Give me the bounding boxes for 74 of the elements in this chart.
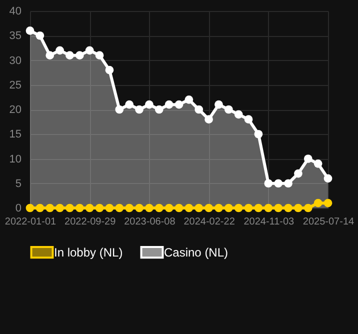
y-tick-label: 5 <box>15 178 22 190</box>
point <box>115 105 124 114</box>
point <box>95 204 104 212</box>
point <box>314 160 322 168</box>
point <box>224 204 233 212</box>
point <box>254 204 263 212</box>
x-tick-label: 2022-01-01 <box>4 216 57 228</box>
point <box>234 110 243 119</box>
point <box>75 51 84 60</box>
point <box>284 179 292 188</box>
point <box>284 204 292 212</box>
y-tick-label: 0 <box>15 202 22 214</box>
point <box>125 100 134 109</box>
point <box>154 105 164 114</box>
point <box>125 204 134 212</box>
point <box>95 51 104 60</box>
y-tick-label: 15 <box>9 128 22 141</box>
point <box>214 204 223 212</box>
point <box>274 204 283 212</box>
y-tick-label: 25 <box>9 79 22 92</box>
y-tick-label: 40 <box>9 6 22 18</box>
point <box>75 204 84 212</box>
point <box>174 100 184 109</box>
point <box>56 204 64 212</box>
point <box>135 105 144 114</box>
point <box>26 204 34 212</box>
point <box>46 51 54 60</box>
point <box>234 204 243 212</box>
y-tick-label: 20 <box>9 104 22 116</box>
point <box>174 204 184 212</box>
point <box>154 204 164 212</box>
point <box>264 204 273 212</box>
point <box>214 100 223 109</box>
point <box>314 198 322 208</box>
x-tick-label: 2024-02-22 <box>184 216 236 228</box>
point <box>224 105 233 114</box>
x-tick-label: 2025-07-14 <box>302 216 355 228</box>
legend-label: Casino (NL) <box>164 245 228 260</box>
point <box>184 204 194 212</box>
point <box>26 26 34 35</box>
point <box>324 198 332 208</box>
point <box>254 130 263 138</box>
point <box>244 115 253 124</box>
x-tick-label: 2023-06-08 <box>124 216 176 228</box>
point <box>204 204 213 212</box>
point <box>145 100 154 109</box>
point <box>304 154 312 163</box>
point <box>135 204 144 212</box>
point <box>36 31 44 40</box>
point <box>184 95 194 104</box>
y-tick-label: 10 <box>9 153 22 166</box>
point <box>244 204 253 212</box>
point <box>194 204 204 212</box>
point <box>105 66 114 74</box>
point <box>85 204 94 212</box>
x-tick-label: 2022-09-29 <box>64 216 116 228</box>
point <box>294 169 302 178</box>
point <box>145 204 154 212</box>
point <box>66 204 74 212</box>
point <box>304 204 312 212</box>
point <box>36 204 44 212</box>
point <box>105 204 114 212</box>
point <box>294 204 302 212</box>
legend-label: In lobby (NL) <box>54 245 123 260</box>
point <box>85 46 94 55</box>
point <box>164 204 174 212</box>
point <box>194 105 204 114</box>
x-tick-label: 2024-11-03 <box>244 216 295 228</box>
point <box>115 204 124 212</box>
point <box>56 46 64 55</box>
point <box>204 115 213 124</box>
point <box>46 204 54 212</box>
y-tick-label: 35 <box>9 30 22 42</box>
y-tick-label: 30 <box>9 54 22 67</box>
